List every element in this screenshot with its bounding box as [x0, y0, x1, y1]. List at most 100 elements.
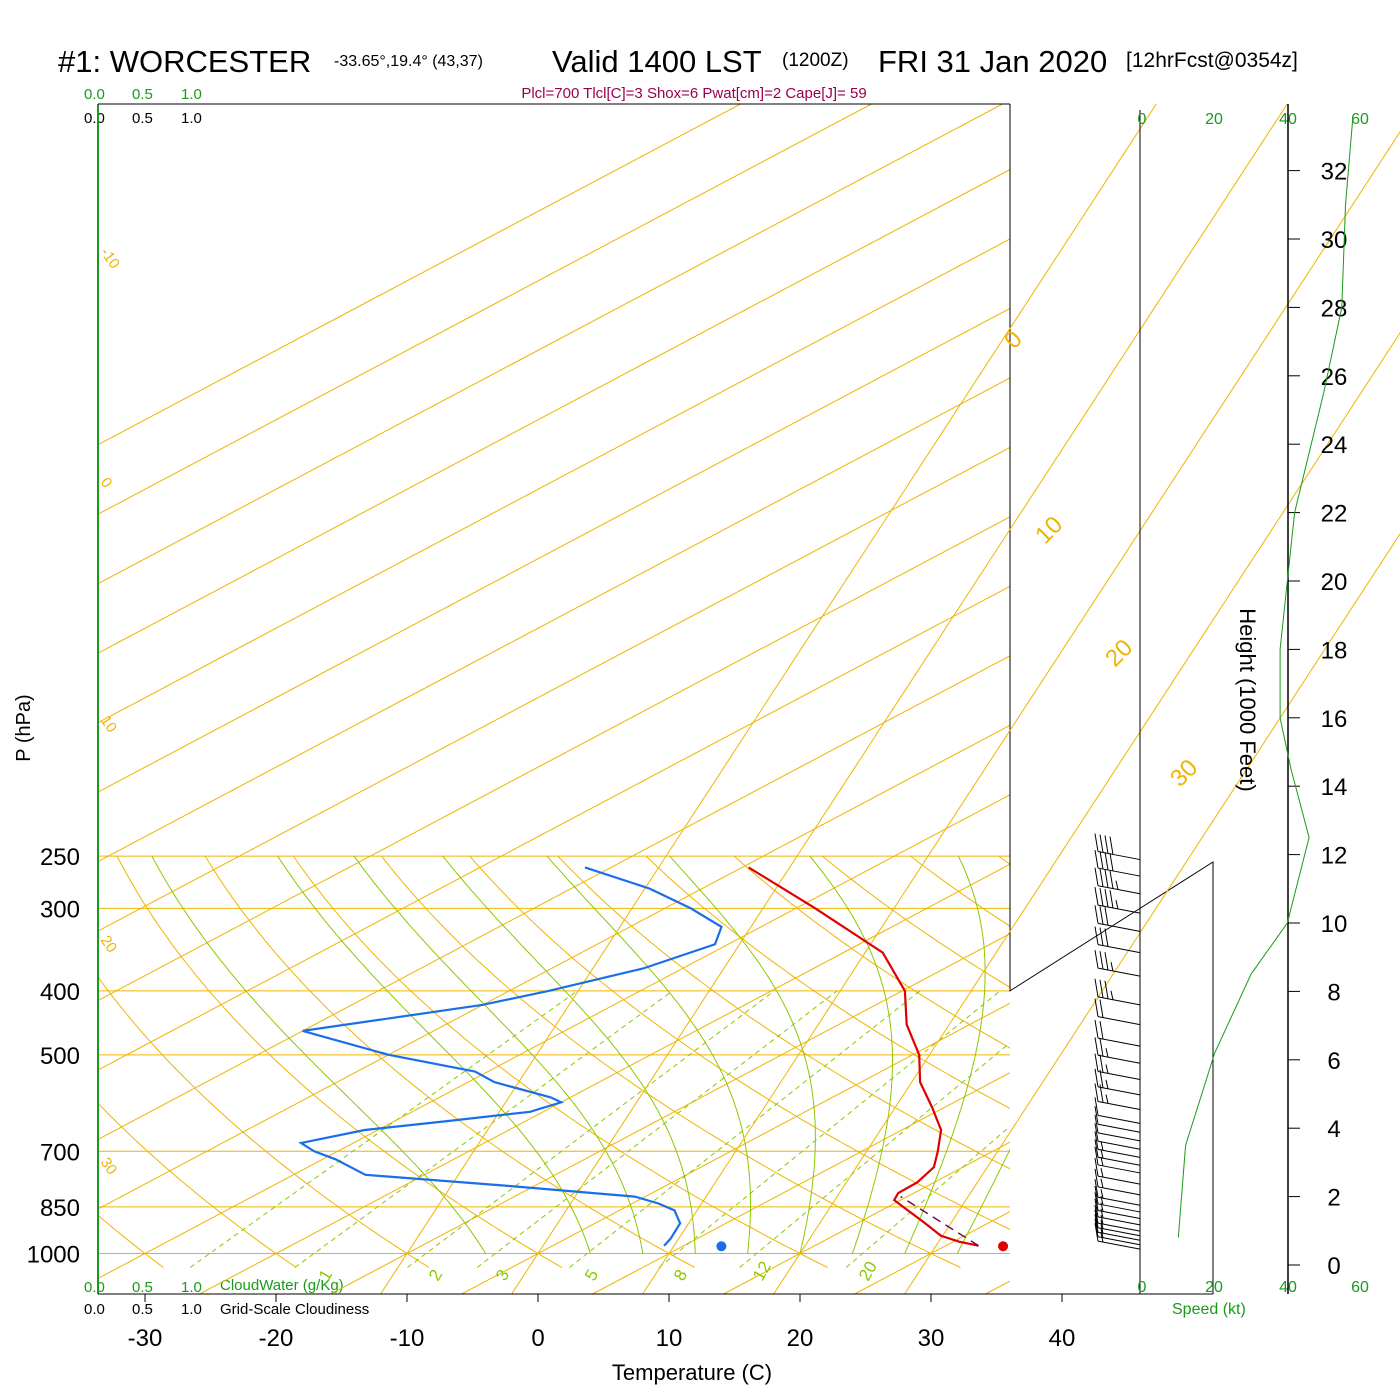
moist-adiabat — [546, 855, 751, 1254]
dry-adiabat — [98, 1214, 164, 1268]
wind-barb-staff — [1097, 1186, 1141, 1196]
wind-barb-flag — [1094, 978, 1099, 997]
wind-barb-half-flag — [1105, 1064, 1109, 1074]
wind-barb-flag — [1094, 1139, 1099, 1158]
moist-adiabat — [669, 855, 816, 1254]
wind-barb-flag — [1094, 867, 1099, 886]
wind-barb-flag — [1099, 1069, 1104, 1088]
isotherm-label: 10 — [1030, 511, 1068, 549]
wind-barb-staff — [1097, 1203, 1141, 1213]
forecast-info: [12hrFcst@0354z] — [1126, 49, 1298, 72]
cloud-scale-tick: 0.0 — [84, 1301, 105, 1318]
isotherm-line — [98, 794, 1010, 1279]
wind-barb — [1094, 1097, 1141, 1124]
x-tick-label: -30 — [128, 1325, 163, 1352]
wind-barb-flag — [1104, 928, 1109, 947]
mixing-ratio-line — [845, 1125, 1010, 1268]
wind-barb-half-flag — [1100, 1149, 1104, 1159]
valid-time: Valid 1400 LST — [552, 44, 762, 79]
wind-barb-flag — [1094, 998, 1099, 1017]
isotherm-line — [98, 104, 872, 515]
isotherm-line — [98, 377, 1010, 863]
wind-barb-flag — [1094, 1053, 1099, 1072]
wind-barb-flag — [1094, 950, 1099, 969]
dry-adiabat — [469, 855, 1010, 1230]
isotherm-label: -10 — [97, 245, 123, 273]
x-tick-label: 40 — [1049, 1325, 1076, 1352]
height-tick-label: 10 — [1321, 911, 1348, 938]
wind-barb-half-flag — [1100, 1178, 1104, 1188]
isotherm-extension-line — [642, 131, 1400, 1295]
wind-barb-staff — [1097, 1054, 1141, 1064]
isotherm-extension — [380, 103, 1400, 1295]
isotherm-line — [98, 655, 1010, 1141]
wind-barb-half-flag — [1115, 880, 1119, 890]
surface-dewpoint-marker — [716, 1241, 727, 1252]
height-tick-label: 12 — [1321, 843, 1348, 870]
cloud-scale-tick: 1.0 — [181, 1301, 202, 1318]
cloud-scale-bottom: 0.0 0.5 1.0 CloudWater (g/Kg) 0.0 0.5 1.… — [84, 1277, 369, 1318]
wind-speed-profile-line — [1177, 119, 1354, 1238]
wind-barb-half-flag — [1100, 1208, 1104, 1218]
wind-barb-flag — [1094, 1131, 1099, 1150]
height-axis-title: Height (1000 Feet) — [1235, 608, 1260, 791]
isotherm-line — [98, 104, 741, 446]
wind-barb-flag — [1104, 851, 1109, 871]
moist-adiabat — [277, 855, 591, 1254]
x-axis-title: Temperature (C) — [612, 1360, 772, 1385]
dry-adiabat — [645, 855, 1010, 1109]
wind-barb — [1094, 1192, 1141, 1219]
wind-barb-staff — [1097, 1231, 1141, 1241]
isotherm-extension-line — [773, 332, 1400, 1295]
wind-barb-flag — [1094, 1192, 1099, 1211]
wind-barb-flag — [1094, 905, 1099, 924]
wind-barb-staff — [1097, 1196, 1141, 1206]
isotherm-line — [723, 1141, 1010, 1294]
wind-barb — [1094, 1168, 1141, 1196]
mixing-ratio-line — [189, 990, 578, 1268]
station-coords: -33.65°,19.4° (43,37) — [334, 53, 483, 70]
wind-barb — [1094, 1198, 1141, 1226]
dry-adiabat — [557, 855, 1010, 1170]
wind-barb-flag — [1109, 852, 1114, 872]
wind-barb-flag — [1109, 836, 1114, 855]
isotherm-label: 10 — [97, 713, 120, 736]
x-tick-label: -10 — [390, 1325, 425, 1352]
speed-tick-bottom: 20 — [1205, 1279, 1223, 1296]
mixing-ratio-line — [739, 1042, 1010, 1268]
dry-adiabat — [98, 976, 430, 1268]
wind-barb-flag — [1099, 888, 1104, 907]
wind-barb-flag — [1094, 1185, 1099, 1205]
mixing-ratio-label: 12 — [749, 1258, 775, 1284]
wind-barb-staff — [1097, 1156, 1141, 1166]
temperature-line — [748, 866, 979, 1247]
cloudiness-label: Grid-Scale Cloudiness — [220, 1301, 369, 1318]
wind-barb-flag — [1109, 890, 1114, 909]
wind-barb-flag — [1094, 849, 1099, 869]
wind-barb-flag — [1104, 835, 1109, 854]
wind-barb-staff — [1097, 1071, 1141, 1081]
wind-barb-staff — [1097, 1227, 1141, 1237]
wind-barb — [1094, 1123, 1141, 1150]
speed-tick-bottom: 0 — [1138, 1279, 1147, 1296]
isotherm-line — [98, 516, 1010, 1002]
moist-adiabat — [151, 855, 487, 1254]
wind-barb — [1094, 1139, 1141, 1166]
height-tick-label: 0 — [1327, 1253, 1340, 1280]
wind-barb-staff — [1097, 1240, 1141, 1250]
indices-line: Plcl=700 Tlcl[C]=3 Shox=6 Pwat[cm]=2 Cap… — [521, 85, 866, 102]
cloud-scale-tick-green: 0.5 — [132, 1279, 153, 1296]
wind-barb-half-flag — [1105, 1048, 1109, 1058]
wind-barb-flag — [1104, 952, 1109, 971]
wind-barb — [1094, 849, 1141, 877]
moist-adiabat — [442, 855, 696, 1254]
wind-barb-flag — [1094, 1146, 1099, 1166]
isotherm-line — [1248, 104, 1400, 1294]
wind-barb-flag — [1094, 1168, 1099, 1187]
x-tick-label: 30 — [918, 1325, 945, 1352]
mixing-ratio-label: 20 — [855, 1258, 881, 1284]
wind-barb — [1094, 1179, 1141, 1206]
wind-barb-flag — [1099, 834, 1104, 853]
wind-barb-flag — [1099, 999, 1104, 1018]
